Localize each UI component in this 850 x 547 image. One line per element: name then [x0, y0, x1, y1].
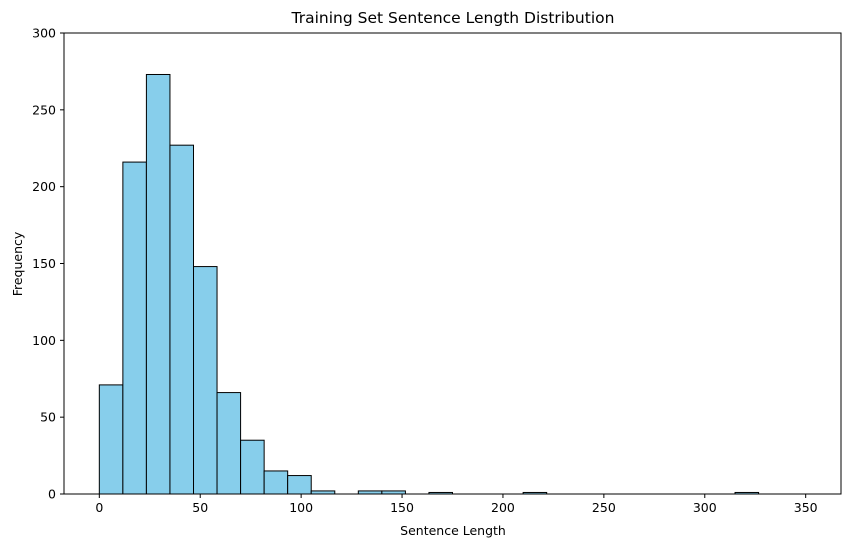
y-tick-label: 300 — [32, 26, 56, 41]
x-tick-label: 250 — [592, 500, 616, 515]
histogram-bar — [216, 392, 242, 495]
y-axis-label: Frequency — [10, 231, 25, 296]
x-axis-label: Sentence Length — [400, 523, 506, 538]
x-tick-label: 150 — [390, 500, 414, 515]
x-tick-label: 350 — [794, 500, 818, 515]
bars-group — [98, 73, 760, 495]
x-tick-label: 100 — [289, 500, 313, 515]
histogram-bar — [145, 73, 171, 495]
histogram-bar — [287, 475, 312, 495]
y-tick-label: 50 — [40, 410, 56, 425]
plot-frame — [63, 32, 842, 495]
x-tick-label: 0 — [95, 500, 103, 515]
y-tick-label: 100 — [32, 333, 56, 348]
y-tick-label: 200 — [32, 179, 56, 194]
histogram-bar — [263, 470, 289, 495]
histogram-bar — [193, 266, 218, 495]
y-tick-label: 250 — [32, 102, 56, 117]
y-axis-ticks: 0 50 100 150 200 250 300 — [32, 26, 64, 502]
histogram-bar — [169, 144, 195, 495]
x-tick-label: 200 — [491, 500, 515, 515]
histogram-bar — [98, 384, 124, 495]
histogram-bar — [122, 161, 147, 495]
y-tick-label: 150 — [32, 256, 56, 271]
x-tick-label: 50 — [192, 500, 208, 515]
histogram-bar — [240, 439, 265, 495]
chart-title: Training Set Sentence Length Distributio… — [291, 9, 615, 27]
x-tick-label: 300 — [693, 500, 717, 515]
x-axis-ticks: 0 50 100 150 200 250 300 350 — [95, 494, 818, 515]
y-tick-label: 0 — [48, 487, 56, 502]
